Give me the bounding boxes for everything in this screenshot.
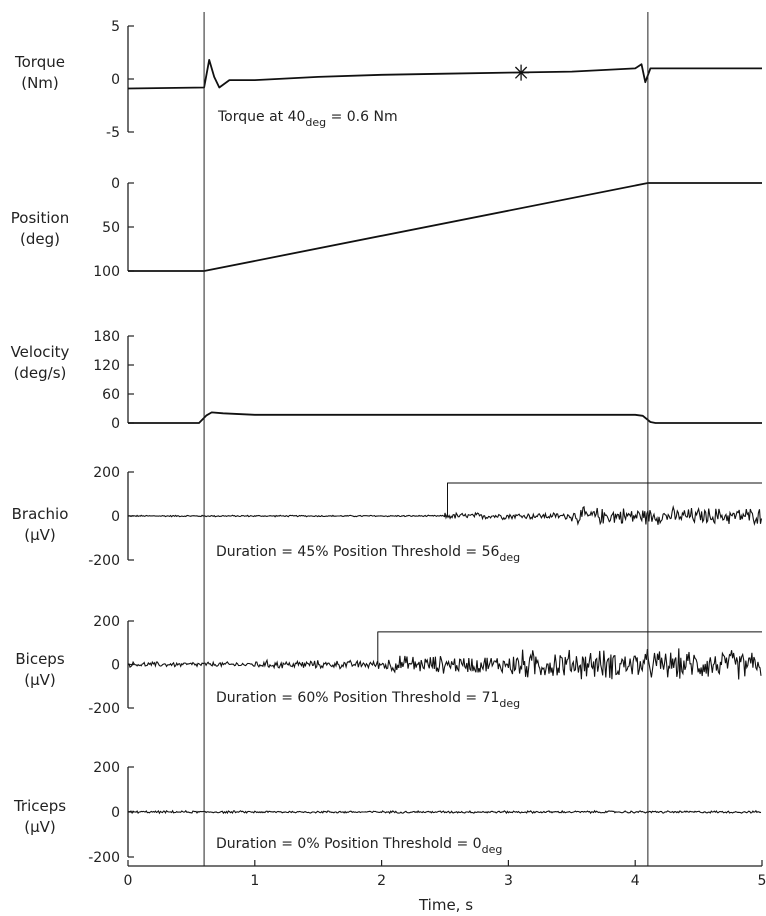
position-label: Position (deg) xyxy=(11,209,69,248)
velocity-y-tick-label: 180 xyxy=(93,329,120,345)
position-y-tick-label: 50 xyxy=(102,220,120,236)
brachio-y-tick-label: -200 xyxy=(88,553,120,569)
velocity-trace xyxy=(128,411,762,424)
position-y-tick-label: 0 xyxy=(111,176,120,192)
biceps-y-tick-label: -200 xyxy=(88,701,120,717)
biceps-emg-trace xyxy=(127,648,762,680)
biceps-y-tick-label: 0 xyxy=(111,658,120,674)
triceps-y-tick-label: 0 xyxy=(111,805,120,821)
position-y-tick-label: 100 xyxy=(93,264,120,280)
biceps-label: Biceps (µV) xyxy=(15,650,64,689)
torque-y-tick-label: 0 xyxy=(111,72,120,88)
velocity-y-tick-label: 120 xyxy=(93,358,120,374)
brachio-annotation: Duration = 45% Position Threshold = 56de… xyxy=(216,544,520,564)
x-tick-label: 4 xyxy=(631,873,640,889)
torque-label: Torque (Nm) xyxy=(14,53,65,92)
torque-trace xyxy=(127,59,762,90)
velocity-y-tick-label: 60 xyxy=(102,387,120,403)
triceps-y-tick-label: -200 xyxy=(88,850,120,866)
triceps-y-tick-label: 200 xyxy=(93,760,120,776)
triceps-emg-trace xyxy=(127,809,762,815)
x-tick-label: 0 xyxy=(124,873,133,889)
x-tick-label: 1 xyxy=(250,873,259,889)
brachio-threshold-line xyxy=(447,482,762,516)
torque-annotation: Torque at 40deg = 0.6 Nm xyxy=(217,109,398,129)
triceps-annotation: Duration = 0% Position Threshold = 0deg xyxy=(216,836,502,856)
brachio-y-tick-label: 200 xyxy=(93,465,120,481)
position-trace xyxy=(128,182,762,272)
velocity-y-tick-label: 0 xyxy=(111,416,120,432)
torque-asterisk-marker xyxy=(513,64,530,81)
brachio-y-tick-label: 0 xyxy=(111,509,120,525)
torque-y-tick-label: -5 xyxy=(106,125,120,141)
x-tick-label: 3 xyxy=(504,873,513,889)
x-tick-label: 5 xyxy=(758,873,766,889)
biceps-y-tick-label: 200 xyxy=(93,614,120,630)
biceps-annotation: Duration = 60% Position Threshold = 71de… xyxy=(216,690,520,710)
torque-y-tick-label: 5 xyxy=(111,19,120,35)
brachio-emg-trace xyxy=(127,504,763,526)
brachio-label: Brachio (µV) xyxy=(12,505,69,544)
triceps-label: Triceps (µV) xyxy=(13,797,66,836)
velocity-label: Velocity (deg/s) xyxy=(11,343,70,382)
x-tick-label: 2 xyxy=(377,873,386,889)
biceps-threshold-line xyxy=(377,631,762,665)
x-axis-label: Time, s xyxy=(418,896,473,914)
